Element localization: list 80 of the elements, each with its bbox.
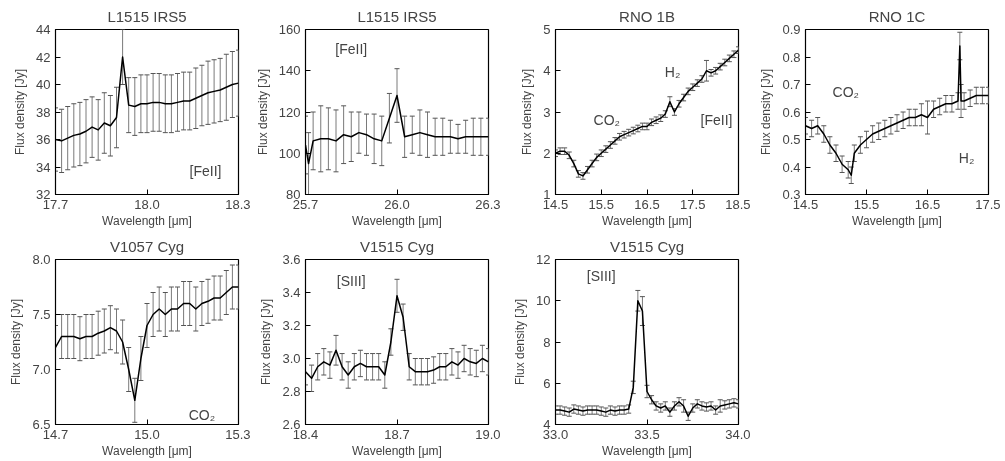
x-axis-title: Wavelength [μm] xyxy=(352,213,442,228)
y-tick-label: 7.5 xyxy=(32,307,51,322)
y-tick-label: 100 xyxy=(278,145,301,161)
x-tick-label: 15.0 xyxy=(134,426,160,442)
x-tick-label: 18.7 xyxy=(384,426,410,442)
annotation: [FeII] xyxy=(700,112,733,129)
x-axis-title: Wavelength [μm] xyxy=(102,443,192,458)
y-tick-label: 34 xyxy=(36,159,51,175)
y-tick-label: 42 xyxy=(36,49,51,65)
chart-title: RNO 1B xyxy=(619,7,675,25)
y-tick-label: 0.4 xyxy=(782,159,801,175)
x-axis-title: Wavelength [μm] xyxy=(602,443,692,458)
y-tick-label: 0.9 xyxy=(782,22,801,37)
x-tick-label: 15.5 xyxy=(853,196,880,212)
annotation: CO₂ xyxy=(188,406,216,423)
chart-title: L1515 IRS5 xyxy=(107,7,187,25)
annotation: H₂ xyxy=(664,64,681,81)
y-tick-label: 5 xyxy=(543,22,551,37)
x-axis-title: Wavelength [μm] xyxy=(602,213,692,228)
y-tick-label: 2.8 xyxy=(282,384,301,399)
annotation: [FeII] xyxy=(189,163,222,180)
y-tick-label: 0.8 xyxy=(782,49,801,65)
x-tick-label: 26.3 xyxy=(475,196,501,212)
y-tick-label: 3.2 xyxy=(282,318,301,333)
annotation: [SIII] xyxy=(336,272,366,289)
y-axis-title: Flux density [Jy] xyxy=(759,68,774,156)
y-axis-title: Flux density [Jy] xyxy=(9,298,24,386)
chart-title: V1057 Cyg xyxy=(109,237,185,255)
x-tick-label: 26.0 xyxy=(384,196,410,212)
y-tick-label: 3 xyxy=(543,104,551,120)
x-tick-label: 16.5 xyxy=(634,196,660,212)
x-tick-label: 17.5 xyxy=(975,196,1001,212)
y-tick-label: 10 xyxy=(536,293,551,309)
y-tick-label: 36 xyxy=(36,132,51,147)
annotation: [FeII] xyxy=(335,41,368,58)
y-tick-label: 3.6 xyxy=(282,252,301,267)
y-tick-label: 3.4 xyxy=(282,285,301,300)
y-tick-label: 44 xyxy=(36,22,51,37)
x-axis-title: Wavelength [μm] xyxy=(352,443,442,458)
x-axis-title: Wavelength [μm] xyxy=(102,213,192,228)
y-axis-title: Flux density [Jy] xyxy=(13,68,28,156)
y-axis-title: Flux density [Jy] xyxy=(259,298,274,386)
y-tick-label: 12 xyxy=(536,252,551,267)
y-tick-label: 8.0 xyxy=(32,252,51,267)
x-tick-label: 33.5 xyxy=(634,426,660,442)
x-tick-label: 19.0 xyxy=(475,426,501,442)
x-tick-label: 18.0 xyxy=(134,196,160,212)
y-tick-label: 6 xyxy=(543,375,551,391)
annotation: H₂ xyxy=(958,150,975,167)
x-tick-label: 15.3 xyxy=(225,426,251,442)
x-tick-label: 16.5 xyxy=(914,196,941,212)
y-axis-title: Flux density [Jy] xyxy=(255,68,270,156)
y-tick-label: 160 xyxy=(278,22,301,37)
x-axis-title: Wavelength [μm] xyxy=(852,213,942,228)
chart-title: L1515 IRS5 xyxy=(357,7,437,25)
chart-title: V1515 Cyg xyxy=(359,237,435,255)
y-tick-label: 8 xyxy=(543,334,551,350)
y-tick-label: 0.7 xyxy=(782,77,801,92)
annotation: CO₂ xyxy=(593,112,620,129)
y-tick-label: 4 xyxy=(543,63,551,79)
chart-title: V1515 Cyg xyxy=(609,237,685,255)
y-tick-label: 38 xyxy=(36,104,51,120)
x-tick-label: 34.0 xyxy=(725,426,751,442)
y-tick-label: 0.6 xyxy=(782,104,801,120)
x-tick-label: 18.3 xyxy=(225,196,251,212)
y-axis-title: Flux density [Jy] xyxy=(513,298,528,386)
y-tick-label: 0.5 xyxy=(782,132,801,147)
chart-title: RNO 1C xyxy=(868,7,926,25)
x-tick-label: 18.5 xyxy=(725,196,751,212)
y-axis-title: Flux density [Jy] xyxy=(520,68,535,156)
y-tick-label: 140 xyxy=(278,63,301,79)
annotation: [SIII] xyxy=(586,268,616,284)
x-tick-label: 15.5 xyxy=(588,196,614,212)
annotation: CO₂ xyxy=(832,84,859,101)
y-tick-label: 3.0 xyxy=(282,351,301,366)
y-tick-label: 7.0 xyxy=(32,362,51,377)
x-tick-label: 17.5 xyxy=(680,196,706,212)
y-tick-label: 120 xyxy=(278,104,301,120)
y-tick-label: 40 xyxy=(36,77,51,92)
y-tick-label: 2 xyxy=(543,145,551,161)
